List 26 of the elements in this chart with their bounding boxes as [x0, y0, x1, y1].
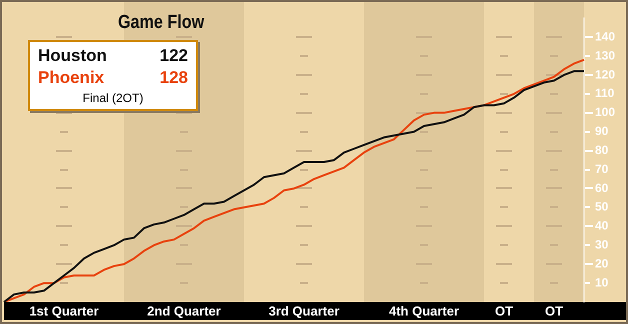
y-tick-label: 140: [595, 29, 616, 44]
y-tick-label: 130: [595, 48, 616, 62]
y-tick-label: 30: [595, 238, 609, 252]
x-tick-label: 3rd Quarter: [268, 303, 340, 318]
x-tick-label: OT: [544, 303, 564, 318]
y-tick-label: 80: [595, 142, 609, 157]
y-tick-label: 50: [595, 200, 609, 214]
annotation: 128: [160, 67, 188, 89]
x-tick-label: 2nd Quarter: [147, 303, 221, 318]
y-tick-label: 110: [595, 86, 615, 100]
y-tick-label: 90: [595, 124, 609, 138]
text: Houston: [38, 45, 107, 67]
y-tick-label: 70: [595, 162, 609, 176]
text: Phoenix: [38, 67, 104, 89]
chart-title: Game Flow: [118, 12, 204, 34]
y-tick-label: 10: [595, 275, 609, 290]
y-tick-label: 120: [595, 67, 616, 82]
y-tick-label: 60: [595, 180, 609, 195]
x-tick-label: 1st Quarter: [29, 303, 99, 318]
x-tick-label: 4th Quarter: [388, 303, 460, 318]
annotation: 122: [160, 45, 188, 67]
y-tick-label: 100: [595, 105, 616, 120]
y-tick-label: 20: [595, 256, 609, 270]
annotation: Final (2OT): [82, 91, 144, 105]
x-tick-label: OT: [494, 303, 514, 318]
y-tick-label: 40: [595, 218, 609, 233]
